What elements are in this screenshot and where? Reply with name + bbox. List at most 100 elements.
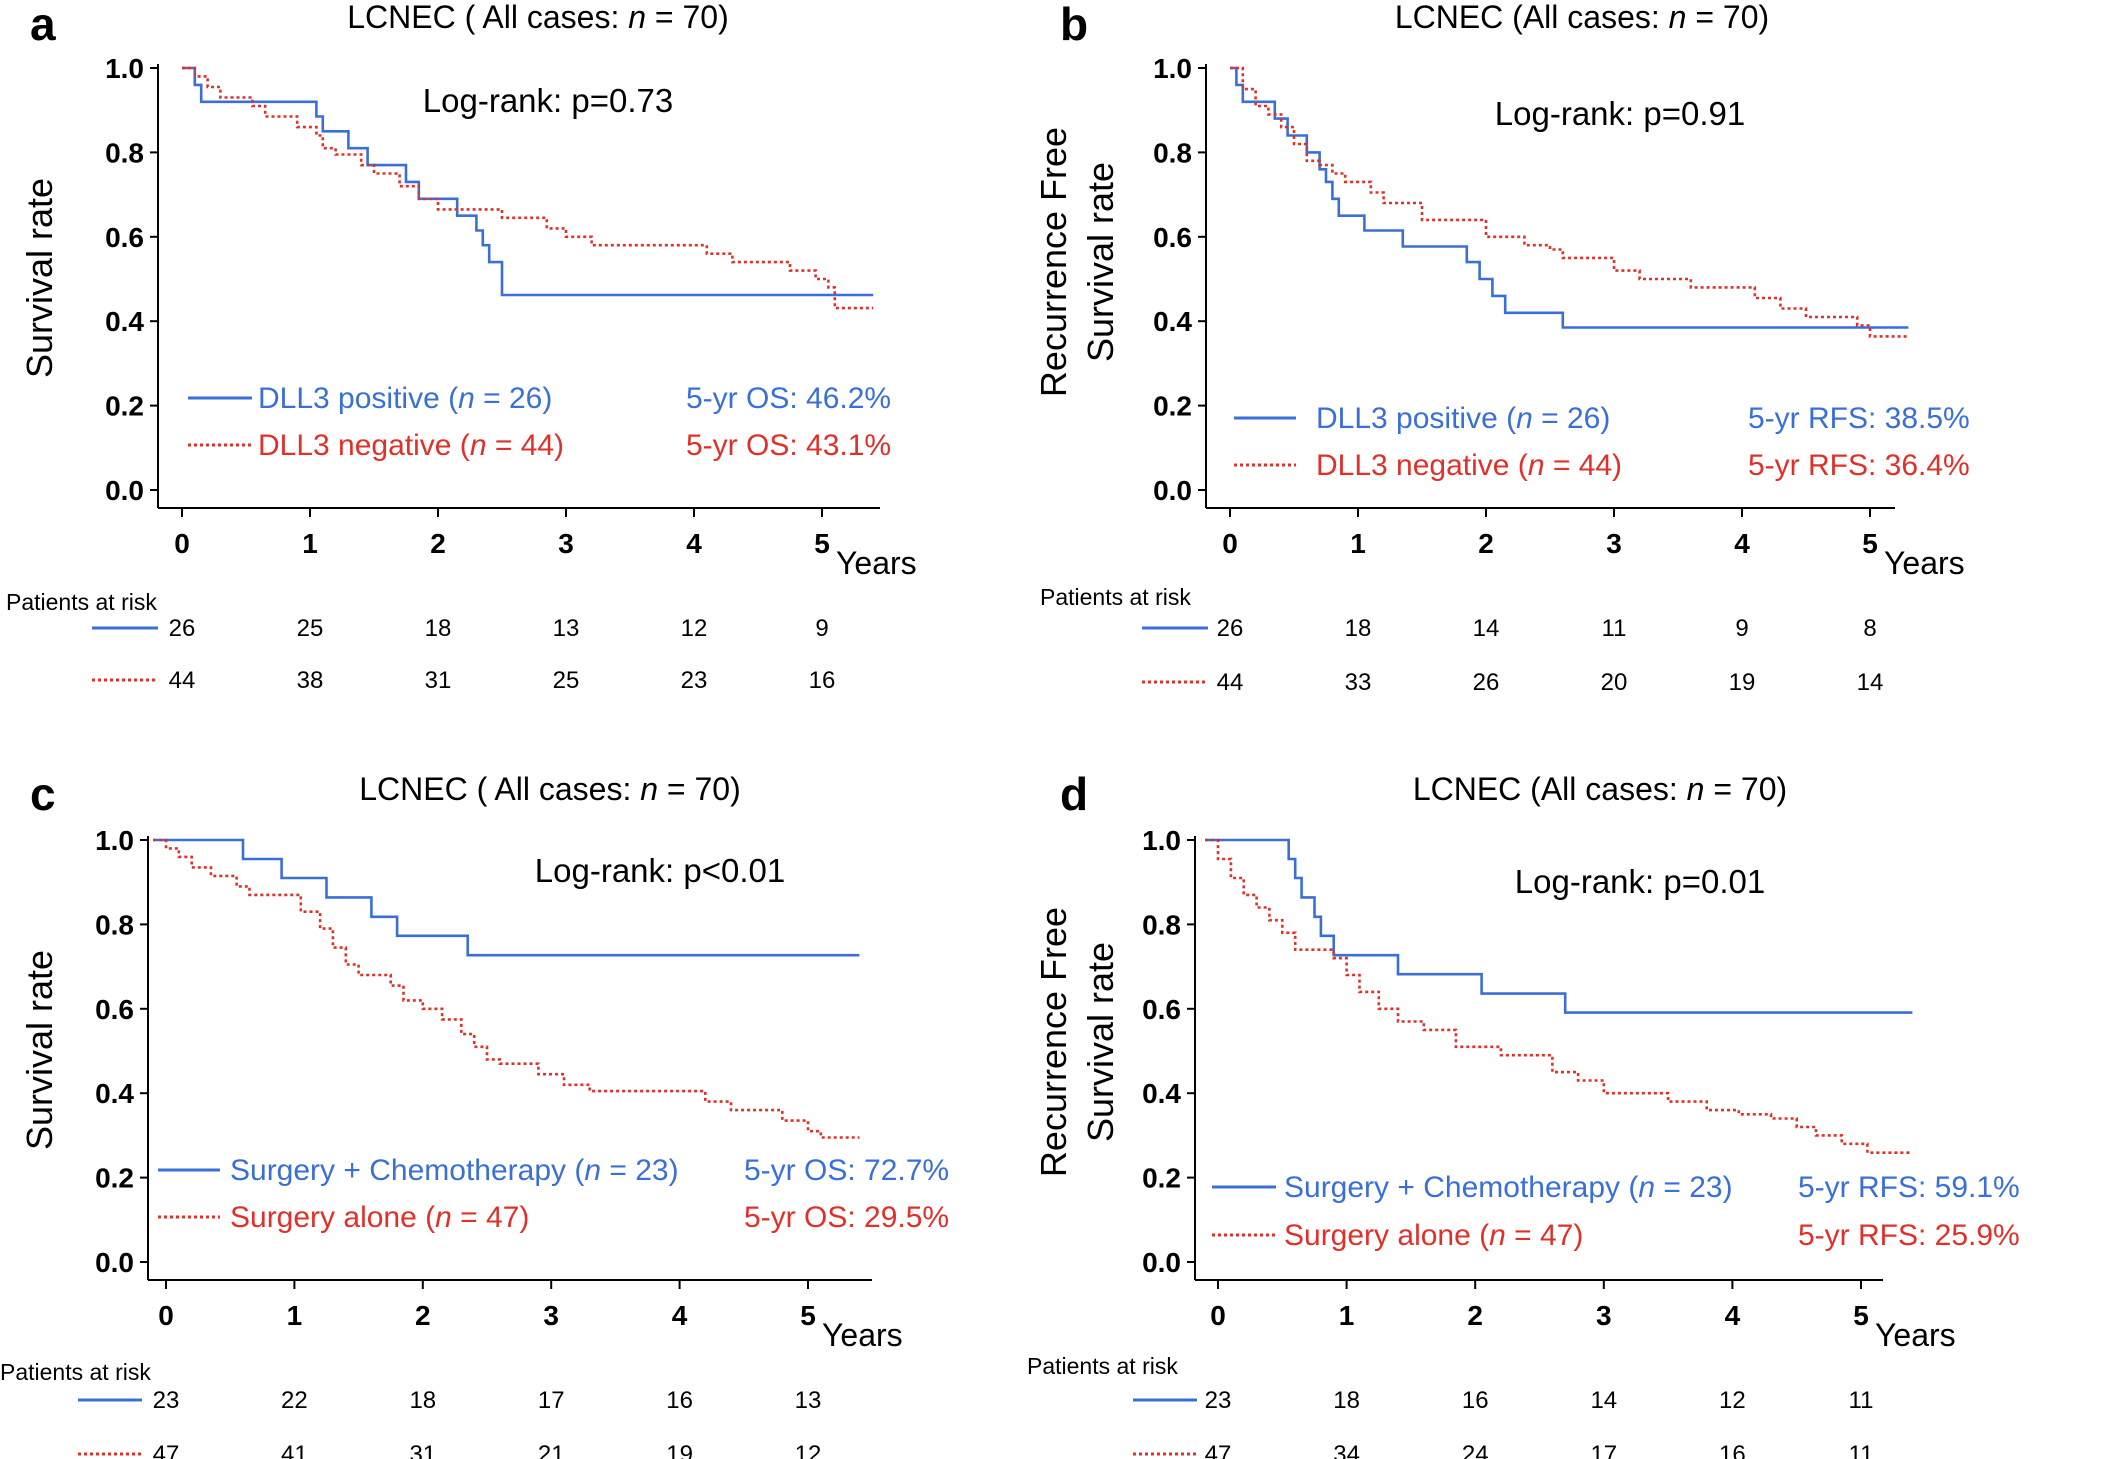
legend-stat-1: 5-yr RFS: 59.1% bbox=[1798, 1171, 2020, 1204]
y-tick-label: 0.2 bbox=[105, 391, 144, 422]
risk-table-header: Patients at risk bbox=[0, 1359, 151, 1385]
risk-count: 44 bbox=[169, 667, 196, 694]
logrank-pvalue: Log-rank: p=0.91 bbox=[1495, 95, 1745, 132]
legend-stat-1: 5-yr OS: 46.2% bbox=[686, 382, 891, 415]
x-tick-label: 5 bbox=[800, 1300, 816, 1331]
x-tick-label: 5 bbox=[1862, 528, 1878, 559]
risk-count: 18 bbox=[409, 1387, 436, 1414]
y-tick-label: 0.6 bbox=[95, 994, 134, 1025]
panel-a: a LCNEC ( All cases: n = 70) Survival rate… bbox=[6, 0, 917, 694]
y-tick-label: 0.4 bbox=[1153, 306, 1192, 337]
y-tick-label: 0.0 bbox=[105, 475, 144, 506]
risk-count: 47 bbox=[1205, 1441, 1232, 1459]
legend-label-1: DLL3 positive (n = 26) bbox=[258, 382, 552, 415]
risk-count: 23 bbox=[1205, 1387, 1232, 1414]
series-line-2 bbox=[182, 66, 874, 310]
x-axis-label: Years bbox=[822, 1317, 903, 1353]
risk-count: 31 bbox=[409, 1441, 436, 1459]
risk-count: 34 bbox=[1333, 1441, 1360, 1459]
y-tick-label: 0.0 bbox=[1153, 475, 1192, 506]
y-tick-label: 0.8 bbox=[1142, 909, 1181, 940]
legend-label-1: DLL3 positive (n = 26) bbox=[1316, 402, 1610, 435]
x-tick-label: 1 bbox=[1350, 528, 1366, 559]
risk-count: 14 bbox=[1857, 669, 1884, 696]
x-tick-label: 3 bbox=[1596, 1300, 1612, 1331]
panel-label: a bbox=[30, 0, 56, 50]
x-tick-label: 1 bbox=[1339, 1300, 1355, 1331]
x-tick-label: 4 bbox=[1734, 528, 1750, 559]
y-axis-label: Recurrence Free bbox=[1033, 907, 1074, 1177]
logrank-pvalue: Log-rank: p=0.01 bbox=[1515, 863, 1765, 900]
risk-count: 16 bbox=[1719, 1441, 1746, 1459]
risk-count: 19 bbox=[666, 1441, 693, 1459]
panel-label: d bbox=[1060, 768, 1088, 820]
x-tick-label: 3 bbox=[543, 1300, 559, 1331]
legend-stat-2: 5-yr RFS: 25.9% bbox=[1798, 1219, 2020, 1252]
risk-table-header: Patients at risk bbox=[6, 589, 157, 615]
legend-label-2: DLL3 negative (n = 44) bbox=[258, 429, 564, 462]
y-tick-label: 0.6 bbox=[1142, 994, 1181, 1025]
risk-count: 18 bbox=[1333, 1387, 1360, 1414]
risk-count: 24 bbox=[1462, 1441, 1489, 1459]
legend-stat-2: 5-yr RFS: 36.4% bbox=[1748, 449, 1970, 482]
y-tick-label: 0.2 bbox=[95, 1163, 134, 1194]
legend-stat-2: 5-yr OS: 29.5% bbox=[744, 1201, 949, 1234]
risk-count: 20 bbox=[1601, 669, 1628, 696]
x-tick-label: 4 bbox=[686, 528, 702, 559]
legend-label-2: DLL3 negative (n = 44) bbox=[1316, 449, 1622, 482]
legend-label-1: Surgery + Chemotherapy (n = 23) bbox=[230, 1154, 679, 1187]
panel-b: b LCNEC (All cases: n = 70) Recurrence Fre… bbox=[1033, 0, 1970, 696]
risk-count: 38 bbox=[297, 667, 324, 694]
risk-count: 25 bbox=[297, 615, 324, 642]
risk-count: 8 bbox=[1863, 615, 1876, 642]
x-axis-label: Years bbox=[836, 545, 917, 581]
risk-count: 26 bbox=[169, 615, 196, 642]
risk-count: 26 bbox=[1217, 615, 1244, 642]
y-tick-label: 0.4 bbox=[95, 1078, 134, 1109]
x-tick-label: 0 bbox=[1210, 1300, 1226, 1331]
x-tick-label: 2 bbox=[1478, 528, 1494, 559]
risk-count: 25 bbox=[553, 667, 580, 694]
series-line-2 bbox=[1205, 838, 1913, 1154]
y-tick-label: 1.0 bbox=[1153, 53, 1192, 84]
risk-count: 9 bbox=[815, 615, 828, 642]
legend-label-2: Surgery alone (n = 47) bbox=[230, 1201, 529, 1234]
risk-count: 14 bbox=[1473, 615, 1500, 642]
chart-title: LCNEC ( All cases: n = 70) bbox=[359, 771, 740, 807]
legend-stat-1: 5-yr OS: 72.7% bbox=[744, 1154, 949, 1187]
y-axis-label: Survival rate bbox=[19, 950, 60, 1150]
series-line-2 bbox=[153, 838, 860, 1139]
panel-c: c LCNEC ( All cases: n = 70) Survival rate… bbox=[0, 768, 949, 1459]
x-tick-label: 0 bbox=[158, 1300, 174, 1331]
y-tick-label: 0.6 bbox=[105, 222, 144, 253]
x-tick-label: 3 bbox=[1606, 528, 1622, 559]
series-line-1 bbox=[1205, 838, 1913, 1014]
series-line-1 bbox=[182, 66, 874, 297]
y-tick-label: 0.0 bbox=[95, 1247, 134, 1278]
risk-count: 18 bbox=[1345, 615, 1372, 642]
risk-count: 13 bbox=[795, 1387, 822, 1414]
x-tick-label: 1 bbox=[287, 1300, 303, 1331]
x-axis-label: Years bbox=[1884, 545, 1965, 581]
risk-count: 41 bbox=[281, 1441, 308, 1459]
x-tick-label: 4 bbox=[672, 1300, 688, 1331]
y-axis-label: Recurrence Free bbox=[1033, 127, 1074, 397]
risk-count: 23 bbox=[153, 1387, 180, 1414]
y-axis-label: Survival rate bbox=[1080, 162, 1121, 362]
x-tick-label: 3 bbox=[558, 528, 574, 559]
risk-count: 16 bbox=[1462, 1387, 1489, 1414]
risk-count: 26 bbox=[1473, 669, 1500, 696]
x-tick-label: 4 bbox=[1725, 1300, 1741, 1331]
risk-count: 13 bbox=[553, 615, 580, 642]
chart-title: LCNEC ( All cases: n = 70) bbox=[347, 0, 728, 35]
y-tick-label: 1.0 bbox=[1142, 825, 1181, 856]
y-tick-label: 0.6 bbox=[1153, 222, 1192, 253]
y-tick-label: 0.2 bbox=[1153, 391, 1192, 422]
y-tick-label: 0.8 bbox=[95, 909, 134, 940]
panel-d: d LCNEC (All cases: n = 70) Recurrence Fre… bbox=[1027, 768, 2020, 1459]
y-tick-label: 0.4 bbox=[105, 306, 144, 337]
risk-count: 11 bbox=[1602, 615, 1627, 642]
legend-stat-1: 5-yr RFS: 38.5% bbox=[1748, 402, 1970, 435]
y-tick-label: 1.0 bbox=[105, 53, 144, 84]
